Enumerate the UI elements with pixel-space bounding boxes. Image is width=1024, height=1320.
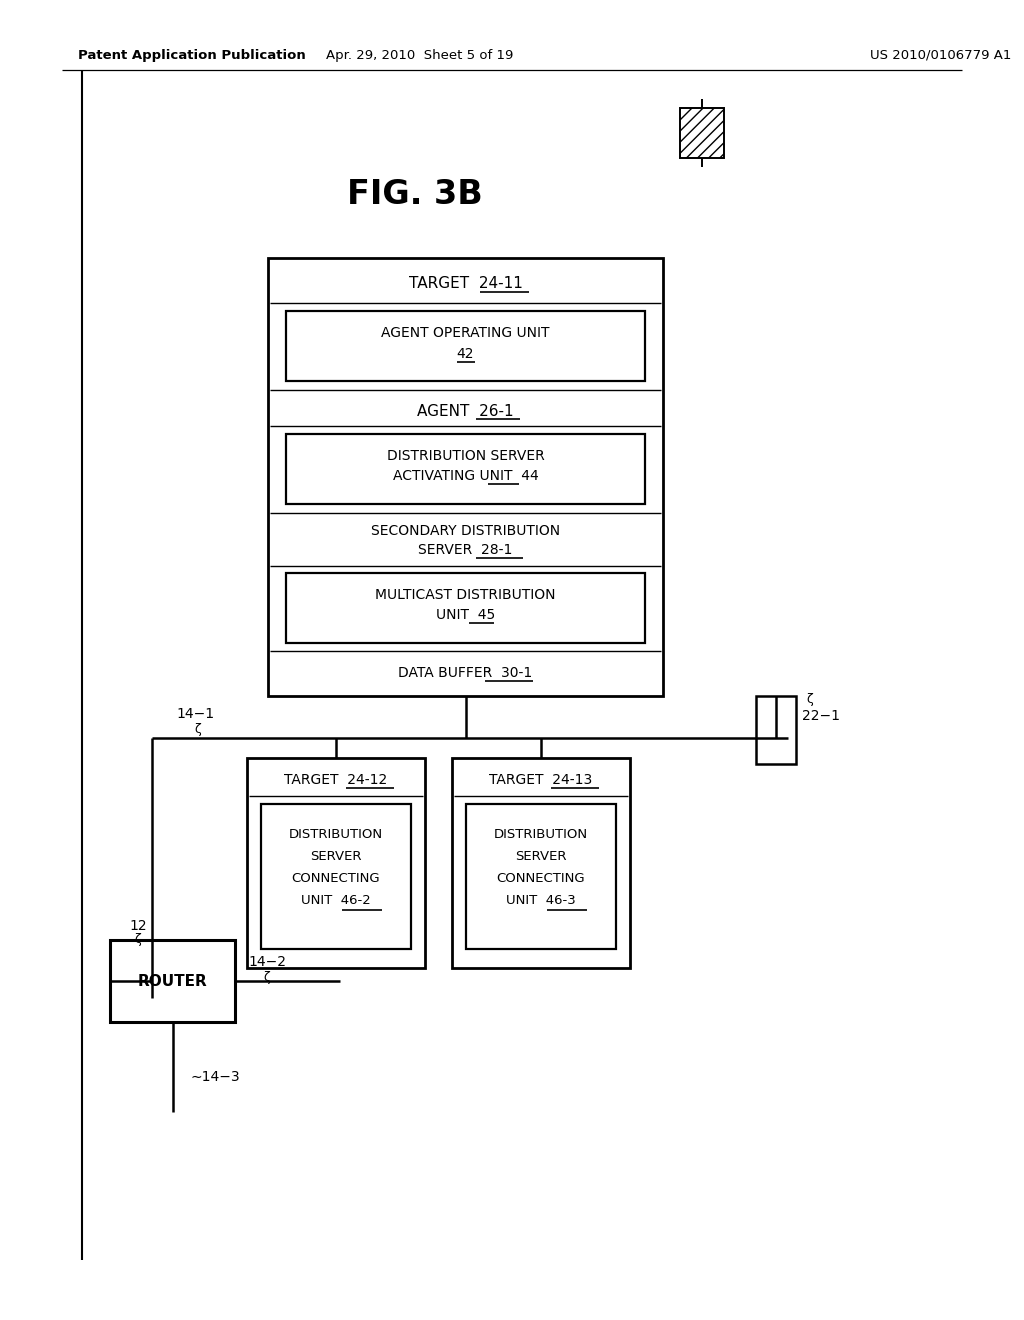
Text: ζ: ζ xyxy=(263,970,270,983)
Bar xyxy=(268,257,663,696)
Text: DISTRIBUTION: DISTRIBUTION xyxy=(494,829,588,842)
Text: ζ: ζ xyxy=(806,693,813,706)
Text: TARGET  24-12: TARGET 24-12 xyxy=(285,774,388,787)
Text: DISTRIBUTION: DISTRIBUTION xyxy=(289,829,383,842)
Bar xyxy=(286,573,645,643)
Text: Patent Application Publication: Patent Application Publication xyxy=(78,49,306,62)
Text: CONNECTING: CONNECTING xyxy=(497,873,586,886)
Bar xyxy=(466,804,616,949)
Text: US 2010/0106779 A1: US 2010/0106779 A1 xyxy=(870,49,1012,62)
Bar xyxy=(261,804,411,949)
Text: 42: 42 xyxy=(457,347,474,360)
Text: ACTIVATING UNIT  44: ACTIVATING UNIT 44 xyxy=(392,469,539,483)
Text: ζ: ζ xyxy=(134,933,141,946)
Text: AGENT OPERATING UNIT: AGENT OPERATING UNIT xyxy=(381,326,550,341)
Text: DISTRIBUTION SERVER: DISTRIBUTION SERVER xyxy=(387,449,545,463)
Text: ∼14−3: ∼14−3 xyxy=(190,1071,240,1084)
Text: UNIT  45: UNIT 45 xyxy=(436,609,496,622)
Text: SERVER: SERVER xyxy=(515,850,566,863)
Text: 12: 12 xyxy=(129,919,146,933)
Text: Apr. 29, 2010  Sheet 5 of 19: Apr. 29, 2010 Sheet 5 of 19 xyxy=(327,49,514,62)
Bar xyxy=(286,434,645,504)
Text: ROUTER: ROUTER xyxy=(137,974,208,989)
Text: UNIT  46-2: UNIT 46-2 xyxy=(301,895,371,908)
Text: 14−2: 14−2 xyxy=(248,954,286,969)
Text: SERVER  28-1: SERVER 28-1 xyxy=(419,543,513,557)
Bar xyxy=(452,758,630,968)
Bar xyxy=(110,940,234,1022)
Bar xyxy=(680,108,724,158)
Text: DATA BUFFER  30-1: DATA BUFFER 30-1 xyxy=(398,667,532,680)
Text: UNIT  46-3: UNIT 46-3 xyxy=(506,895,575,908)
Bar xyxy=(286,312,645,381)
Text: TARGET  24-11: TARGET 24-11 xyxy=(409,276,522,292)
Text: TARGET  24-13: TARGET 24-13 xyxy=(489,774,593,787)
Text: AGENT  26-1: AGENT 26-1 xyxy=(417,404,514,418)
Text: 22−1: 22−1 xyxy=(802,709,840,723)
Bar xyxy=(247,758,425,968)
Text: SECONDARY DISTRIBUTION: SECONDARY DISTRIBUTION xyxy=(371,524,560,539)
Text: CONNECTING: CONNECTING xyxy=(292,873,380,886)
Text: MULTICAST DISTRIBUTION: MULTICAST DISTRIBUTION xyxy=(375,587,556,602)
Text: SERVER: SERVER xyxy=(310,850,361,863)
Text: FIG. 3B: FIG. 3B xyxy=(347,178,483,211)
Text: 14−1: 14−1 xyxy=(177,708,215,721)
Bar xyxy=(756,696,796,764)
Text: ζ: ζ xyxy=(195,723,202,737)
